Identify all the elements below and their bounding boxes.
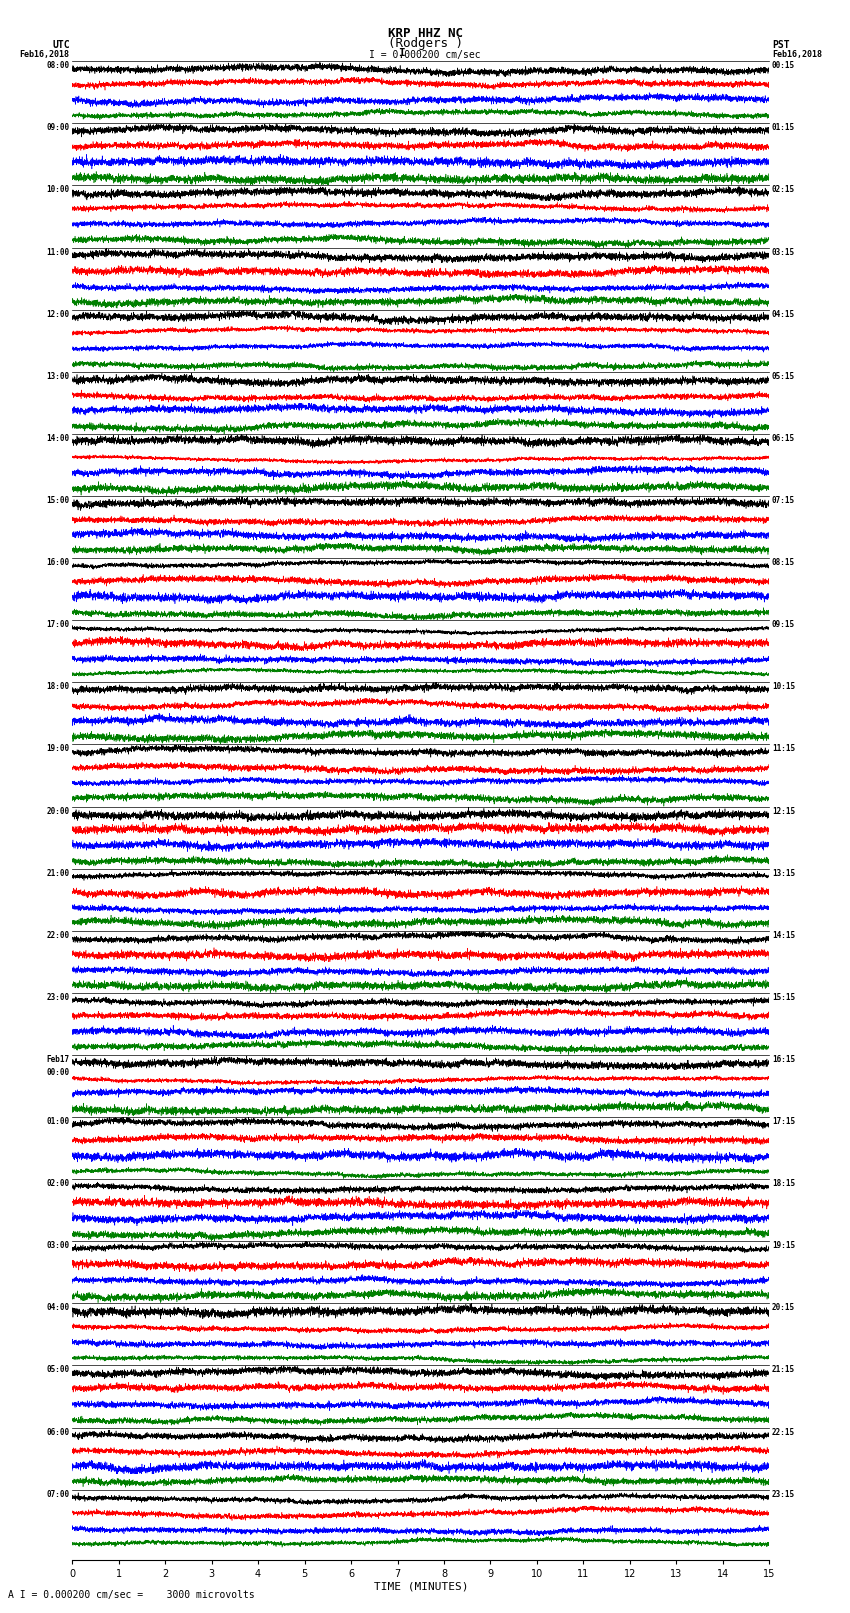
Text: Feb16,2018: Feb16,2018 [772, 50, 822, 60]
Text: 15:00: 15:00 [47, 497, 70, 505]
Text: 12:15: 12:15 [772, 806, 795, 816]
Text: Feb16,2018: Feb16,2018 [20, 50, 70, 60]
Text: 04:15: 04:15 [772, 310, 795, 319]
Text: 10:15: 10:15 [772, 682, 795, 692]
Text: 17:00: 17:00 [47, 621, 70, 629]
Text: 11:00: 11:00 [47, 247, 70, 256]
Text: 13:15: 13:15 [772, 868, 795, 877]
Text: 18:00: 18:00 [47, 682, 70, 692]
Text: 02:15: 02:15 [772, 185, 795, 195]
Text: 20:15: 20:15 [772, 1303, 795, 1313]
Text: UTC: UTC [52, 40, 70, 50]
Text: 04:00: 04:00 [47, 1303, 70, 1313]
Text: 09:00: 09:00 [47, 124, 70, 132]
Text: 05:00: 05:00 [47, 1365, 70, 1374]
Text: (Rodgers ): (Rodgers ) [388, 37, 462, 50]
Text: 03:00: 03:00 [47, 1242, 70, 1250]
Text: 03:15: 03:15 [772, 247, 795, 256]
Text: 07:00: 07:00 [47, 1490, 70, 1498]
Text: 02:00: 02:00 [47, 1179, 70, 1189]
Text: 14:00: 14:00 [47, 434, 70, 444]
Text: 08:15: 08:15 [772, 558, 795, 568]
Text: 15:15: 15:15 [772, 994, 795, 1002]
Text: 19:00: 19:00 [47, 745, 70, 753]
Text: 11:15: 11:15 [772, 745, 795, 753]
Text: 00:15: 00:15 [772, 61, 795, 71]
X-axis label: TIME (MINUTES): TIME (MINUTES) [373, 1582, 468, 1592]
Text: 10:00: 10:00 [47, 185, 70, 195]
Text: 07:15: 07:15 [772, 497, 795, 505]
Text: 21:00: 21:00 [47, 868, 70, 877]
Text: 06:15: 06:15 [772, 434, 795, 444]
Text: 06:00: 06:00 [47, 1428, 70, 1437]
Text: 18:15: 18:15 [772, 1179, 795, 1189]
Text: 16:15: 16:15 [772, 1055, 795, 1065]
Text: 00:00: 00:00 [47, 1068, 70, 1077]
Text: 01:00: 01:00 [47, 1116, 70, 1126]
Text: I: I [398, 48, 405, 58]
Text: 08:00: 08:00 [47, 61, 70, 71]
Text: 01:15: 01:15 [772, 124, 795, 132]
Text: 14:15: 14:15 [772, 931, 795, 940]
Text: 17:15: 17:15 [772, 1116, 795, 1126]
Text: I = 0.000200 cm/sec: I = 0.000200 cm/sec [369, 50, 481, 60]
Text: 22:00: 22:00 [47, 931, 70, 940]
Text: 20:00: 20:00 [47, 806, 70, 816]
Text: 12:00: 12:00 [47, 310, 70, 319]
Text: Feb17: Feb17 [47, 1055, 70, 1065]
Text: 19:15: 19:15 [772, 1242, 795, 1250]
Text: 21:15: 21:15 [772, 1365, 795, 1374]
Text: KRP HHZ NC: KRP HHZ NC [388, 27, 462, 40]
Text: A I = 0.000200 cm/sec =    3000 microvolts: A I = 0.000200 cm/sec = 3000 microvolts [8, 1590, 255, 1600]
Text: 09:15: 09:15 [772, 621, 795, 629]
Text: 13:00: 13:00 [47, 373, 70, 381]
Text: 22:15: 22:15 [772, 1428, 795, 1437]
Text: 23:15: 23:15 [772, 1490, 795, 1498]
Text: 16:00: 16:00 [47, 558, 70, 568]
Text: 05:15: 05:15 [772, 373, 795, 381]
Text: 23:00: 23:00 [47, 994, 70, 1002]
Text: PST: PST [772, 40, 790, 50]
